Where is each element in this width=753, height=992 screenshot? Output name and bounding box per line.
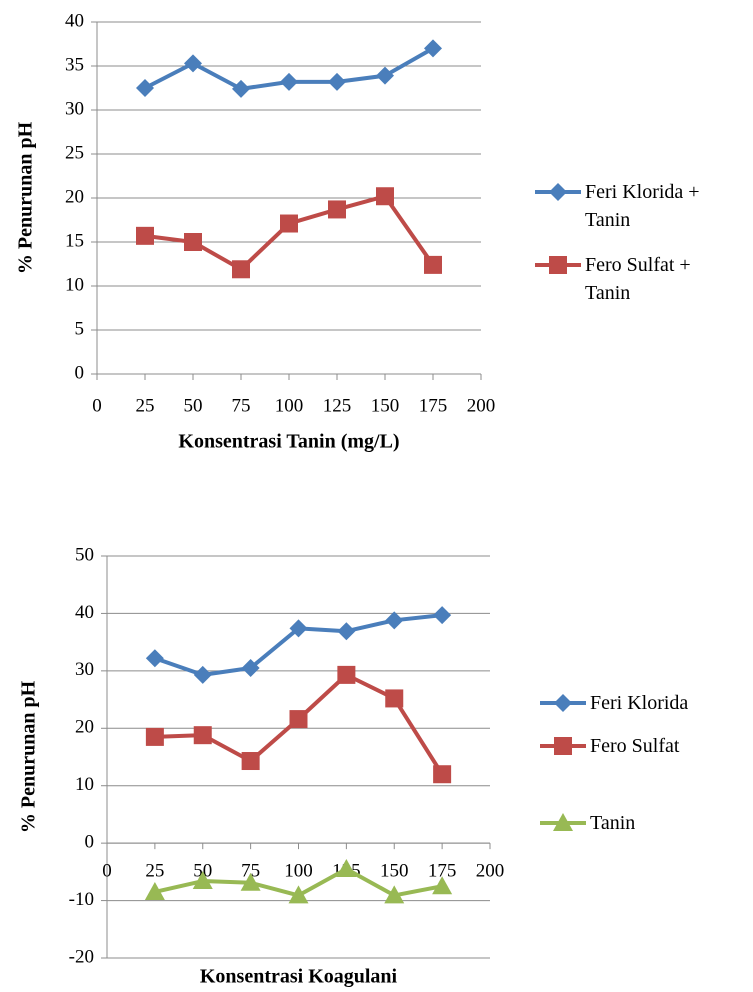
marker (184, 54, 202, 73)
y-tick-label: 0 (85, 832, 95, 853)
x-tick-label: 100 (284, 860, 313, 881)
x-tick-label: 50 (184, 395, 203, 416)
x-tick-label: 75 (232, 395, 251, 416)
marker (184, 233, 202, 251)
marker (424, 39, 442, 58)
x-tick-label: 175 (428, 860, 457, 881)
marker (328, 200, 346, 219)
marker (145, 727, 164, 746)
marker (337, 665, 356, 684)
y-tick-label: 10 (65, 274, 84, 295)
y-tick-label: 20 (65, 186, 84, 207)
marker (241, 752, 260, 771)
marker (241, 658, 260, 677)
marker (193, 726, 212, 745)
x-axis-title: Konsentrasi Tanin (mg/L) (178, 431, 399, 453)
legend-marker (549, 256, 567, 274)
legend-marker (554, 737, 572, 755)
y-tick-label: 0 (75, 362, 85, 383)
x-tick-label: 150 (380, 860, 409, 881)
marker (384, 885, 405, 904)
marker (289, 710, 308, 729)
y-tick-label: -10 (69, 889, 94, 910)
marker (433, 765, 452, 784)
legend-label: Tanin (590, 812, 636, 834)
y-tick-label: 30 (65, 98, 84, 119)
x-tick-label: 125 (323, 395, 352, 416)
series-line (144, 194, 435, 272)
marker (376, 187, 394, 206)
marker (136, 226, 154, 245)
legend-label: Feri Klorida (590, 692, 689, 714)
marker (288, 885, 309, 904)
marker (145, 649, 164, 668)
y-tick-label: -20 (69, 946, 94, 967)
marker (433, 606, 452, 625)
y-tick-label: 40 (75, 602, 94, 623)
legend-marker (549, 183, 567, 201)
legend-label: Feri Klorida + Tanin (585, 181, 700, 231)
x-tick-label: 25 (145, 860, 164, 881)
marker (240, 872, 261, 891)
y-tick-label: 50 (75, 544, 94, 565)
x-tick-label: 150 (371, 395, 400, 416)
legend-label: Fero Sulfat + Tanin (585, 254, 691, 304)
marker (136, 79, 154, 97)
x-tick-label: 25 (136, 395, 155, 416)
marker (336, 858, 357, 877)
y-tick-label: 35 (65, 54, 84, 75)
marker (328, 72, 346, 91)
y-tick-label: 15 (65, 230, 84, 251)
marker (385, 689, 404, 708)
marker (280, 72, 298, 91)
y-tick-label: 10 (75, 774, 94, 795)
y-tick-label: 20 (75, 717, 94, 738)
marker (376, 66, 394, 85)
x-axis-title: Konsentrasi Koagulani (200, 966, 398, 988)
marker (232, 79, 250, 98)
marker (385, 611, 404, 630)
marker (424, 255, 442, 274)
legend-marker (554, 694, 572, 712)
x-tick-label: 200 (467, 395, 496, 416)
marker (192, 871, 213, 890)
legend-marker (553, 813, 573, 831)
marker (280, 214, 298, 233)
marker (193, 665, 212, 684)
marker (337, 622, 356, 641)
x-tick-label: 175 (419, 395, 448, 416)
marker (289, 619, 308, 638)
x-tick-label: 75 (241, 860, 260, 881)
legend-label: Fero Sulfat (590, 735, 680, 757)
y-tick-label: 40 (65, 10, 84, 31)
x-tick-label: 0 (92, 395, 102, 416)
x-tick-label: 50 (193, 860, 212, 881)
marker (144, 881, 165, 900)
y-tick-label: 25 (65, 142, 84, 163)
y-axis-title: % Penurunan pH (15, 121, 37, 274)
x-tick-label: 200 (476, 860, 505, 881)
marker (432, 876, 453, 895)
x-tick-label: 0 (102, 860, 112, 881)
y-tick-label: 30 (75, 659, 94, 680)
x-tick-label: 100 (275, 395, 304, 416)
y-axis-title: % Penurunan pH (18, 680, 40, 833)
y-tick-label: 5 (75, 318, 85, 339)
marker (232, 260, 250, 279)
